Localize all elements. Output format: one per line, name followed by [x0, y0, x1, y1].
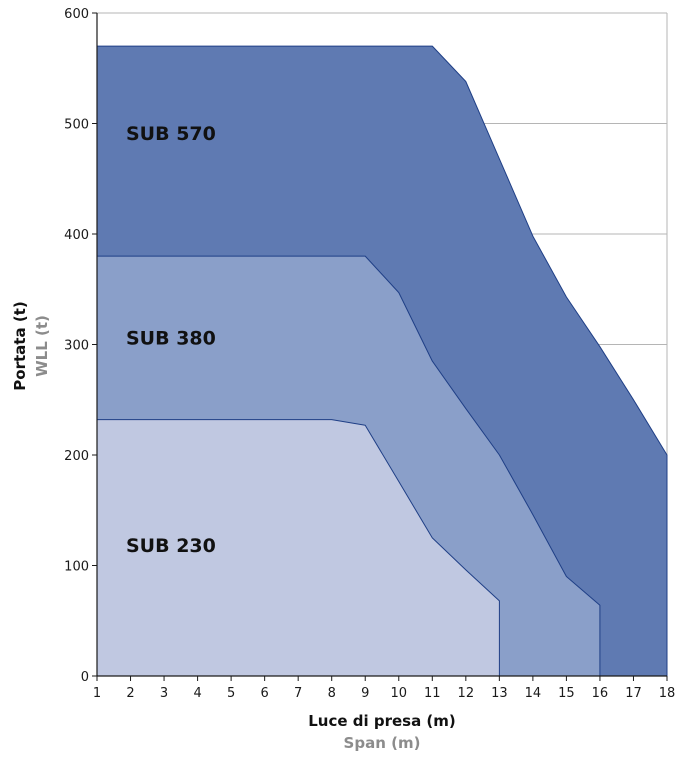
x-tick-label-14: 14 [525, 686, 542, 701]
x-tick-label-1: 1 [93, 686, 101, 701]
x-tick-label-12: 12 [458, 686, 475, 701]
x-tick-label-15: 15 [558, 686, 575, 701]
x-tick-label-7: 7 [294, 686, 302, 701]
capacity-areas [96, 45, 668, 677]
x-tick-label-4: 4 [193, 686, 201, 701]
y-tick-label-100: 100 [64, 560, 89, 575]
y-tick-label-200: 200 [64, 449, 89, 464]
x-tick-label-8: 8 [328, 686, 336, 701]
x-axis-title: Luce di presa (m) [308, 712, 456, 730]
y-axis-title: Portata (t) [11, 301, 29, 390]
x-tick-label-3: 3 [160, 686, 168, 701]
x-tick-label-5: 5 [227, 686, 235, 701]
x-tick-label-18: 18 [659, 686, 676, 701]
series-labels: SUB 570 SUB 380 SUB 230 [126, 123, 216, 557]
y-tick-label-400: 400 [64, 228, 89, 243]
x-tick-label-16: 16 [592, 686, 609, 701]
y-tick-label-0: 0 [81, 670, 89, 685]
y-tick-label-300: 300 [64, 339, 89, 354]
x-tick-label-13: 13 [491, 686, 508, 701]
x-tick-label-17: 17 [625, 686, 642, 701]
series-label-sub-570: SUB 570 [126, 123, 216, 145]
x-tick-label-9: 9 [361, 686, 369, 701]
series-label-sub-230: SUB 230 [126, 535, 216, 557]
y-axis-subtitle: WLL (t) [33, 315, 51, 377]
x-tick-label-10: 10 [390, 686, 407, 701]
x-axis-subtitle: Span (m) [344, 734, 421, 752]
x-tick-label-6: 6 [261, 686, 269, 701]
x-tick-label-11: 11 [424, 686, 441, 701]
series-label-sub-380: SUB 380 [126, 328, 216, 350]
y-tick-label-500: 500 [64, 118, 89, 133]
x-tick-label-2: 2 [126, 686, 134, 701]
y-tick-label-600: 600 [64, 7, 89, 22]
